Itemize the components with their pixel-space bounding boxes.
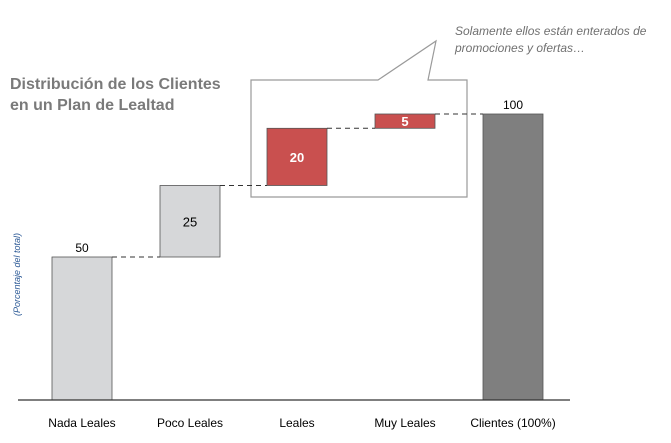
chart-title: Distribución de los Clientes en un Plan … — [10, 74, 250, 116]
data-label-nada-leales: 50 — [75, 241, 89, 255]
x-tick-label-poco-leales: Poco Leales — [157, 416, 223, 430]
data-label-leales: 20 — [290, 150, 304, 165]
x-tick-label-nada-leales: Nada Leales — [48, 416, 115, 430]
data-label-clientes-100: 100 — [503, 98, 523, 112]
x-tick-label-leales: Leales — [279, 416, 314, 430]
data-label-muy-leales: 5 — [401, 114, 408, 129]
callout-text-line-2: promociones y ofertas… — [455, 41, 586, 55]
data-label-poco-leales: 25 — [183, 214, 197, 229]
bar-poco-leales — [159, 185, 221, 258]
chart-title-line-2: en un Plan de Lealtad — [10, 97, 175, 114]
x-tick-label-clientes-100: Clientes (100%) — [470, 416, 555, 430]
callout-text: Solamente ellos están enterados de promo… — [455, 23, 670, 57]
bar-clientes-100 — [482, 113, 544, 401]
x-tick-label-muy-leales: Muy Leales — [374, 416, 435, 430]
y-axis-label: (Porcentaje del total) — [12, 232, 22, 316]
callout-text-line-1: Solamente ellos están enterados de — [455, 24, 647, 38]
bar-muy-leales — [374, 113, 436, 129]
bar-leales — [266, 127, 328, 186]
bar-nada-leales — [51, 256, 113, 401]
chart-title-line-1: Distribución de los Clientes — [10, 76, 221, 93]
